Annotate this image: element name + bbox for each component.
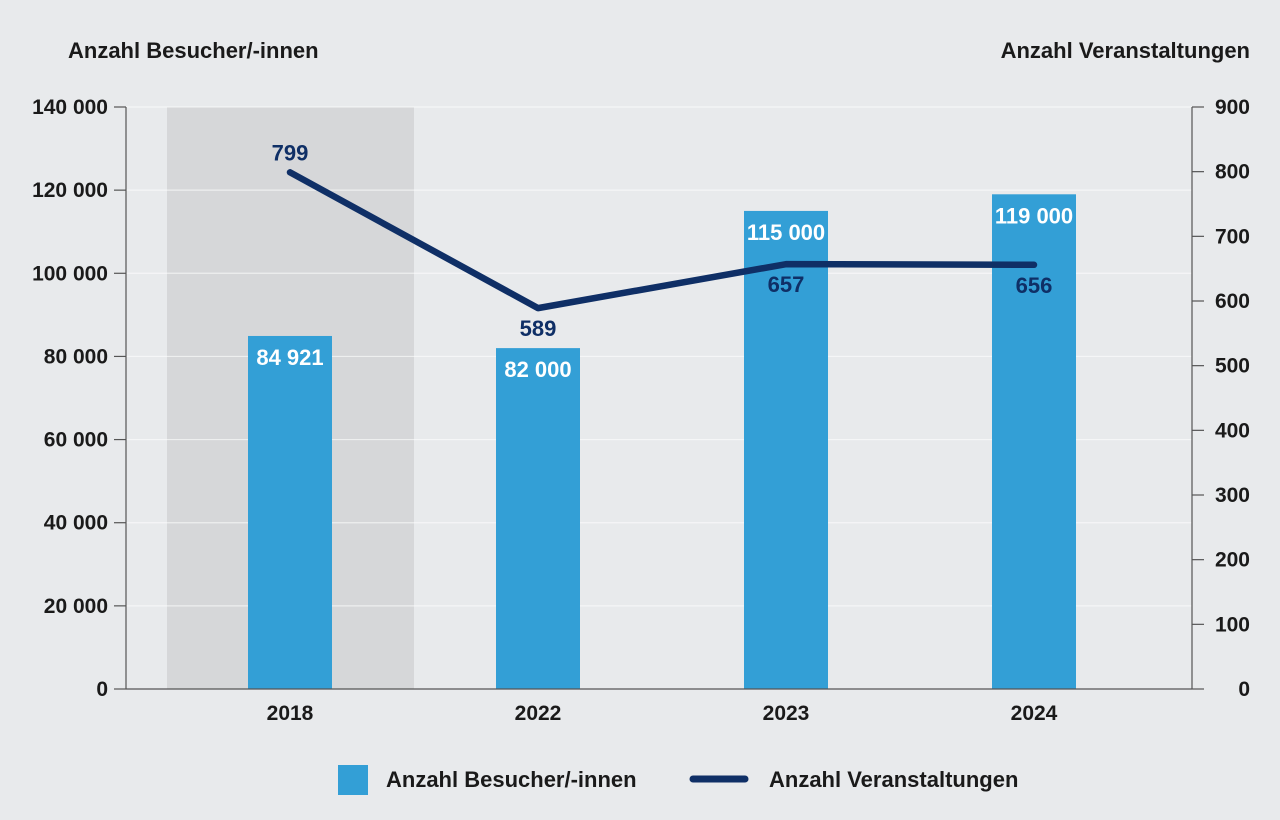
line-value-label: 656 <box>1016 273 1053 298</box>
legend-swatch-bar <box>338 765 368 795</box>
left-tick-label: 20 000 <box>44 595 108 618</box>
left-tick-label: 0 <box>96 678 108 701</box>
bar-value-label: 82 000 <box>504 357 571 382</box>
bar-2022 <box>496 348 580 689</box>
left-tick-label: 100 000 <box>32 262 108 285</box>
bar-value-label: 119 000 <box>995 203 1073 228</box>
x-tick-label-2022: 2022 <box>515 702 562 725</box>
line-value-label: 589 <box>520 316 557 341</box>
line-value-label: 799 <box>272 140 309 165</box>
bar-2023 <box>744 210 828 689</box>
left-tick-label: 60 000 <box>44 429 108 452</box>
right-tick-label: 0 <box>1238 678 1250 701</box>
line-series-veranstaltungen <box>286 169 1038 312</box>
left-tick-label: 140 000 <box>32 96 108 119</box>
right-tick-label: 500 <box>1215 355 1250 378</box>
legend-label-line: Anzahl Veranstaltungen <box>769 767 1018 792</box>
left-tick-label: 120 000 <box>32 179 108 202</box>
right-tick-label: 200 <box>1215 549 1250 572</box>
right-tick-label: 600 <box>1215 290 1250 313</box>
bar-2018 <box>248 335 332 689</box>
x-tick-label-2018: 2018 <box>267 702 314 725</box>
right-tick-label: 400 <box>1215 419 1250 442</box>
right-tick-label: 800 <box>1215 161 1250 184</box>
bar-value-label: 84 921 <box>256 345 323 370</box>
line-value-label: 657 <box>768 272 805 297</box>
left-tick-label: 40 000 <box>44 512 108 535</box>
right-tick-label: 700 <box>1215 225 1250 248</box>
bar-value-label: 115 000 <box>747 220 825 245</box>
left-tick-label: 80 000 <box>44 345 108 368</box>
right-tick-label: 100 <box>1215 613 1250 636</box>
right-tick-label: 900 <box>1215 96 1250 119</box>
right-tick-label: 300 <box>1215 484 1250 507</box>
right-axis-title: Anzahl Veranstaltungen <box>1001 38 1250 63</box>
x-tick-label-2023: 2023 <box>763 702 810 725</box>
bar-2024 <box>992 194 1076 690</box>
left-axis-title: Anzahl Besucher/-innen <box>68 38 319 63</box>
x-tick-label-2024: 2024 <box>1011 702 1058 725</box>
legend-label-bar: Anzahl Besucher/-innen <box>386 767 637 792</box>
